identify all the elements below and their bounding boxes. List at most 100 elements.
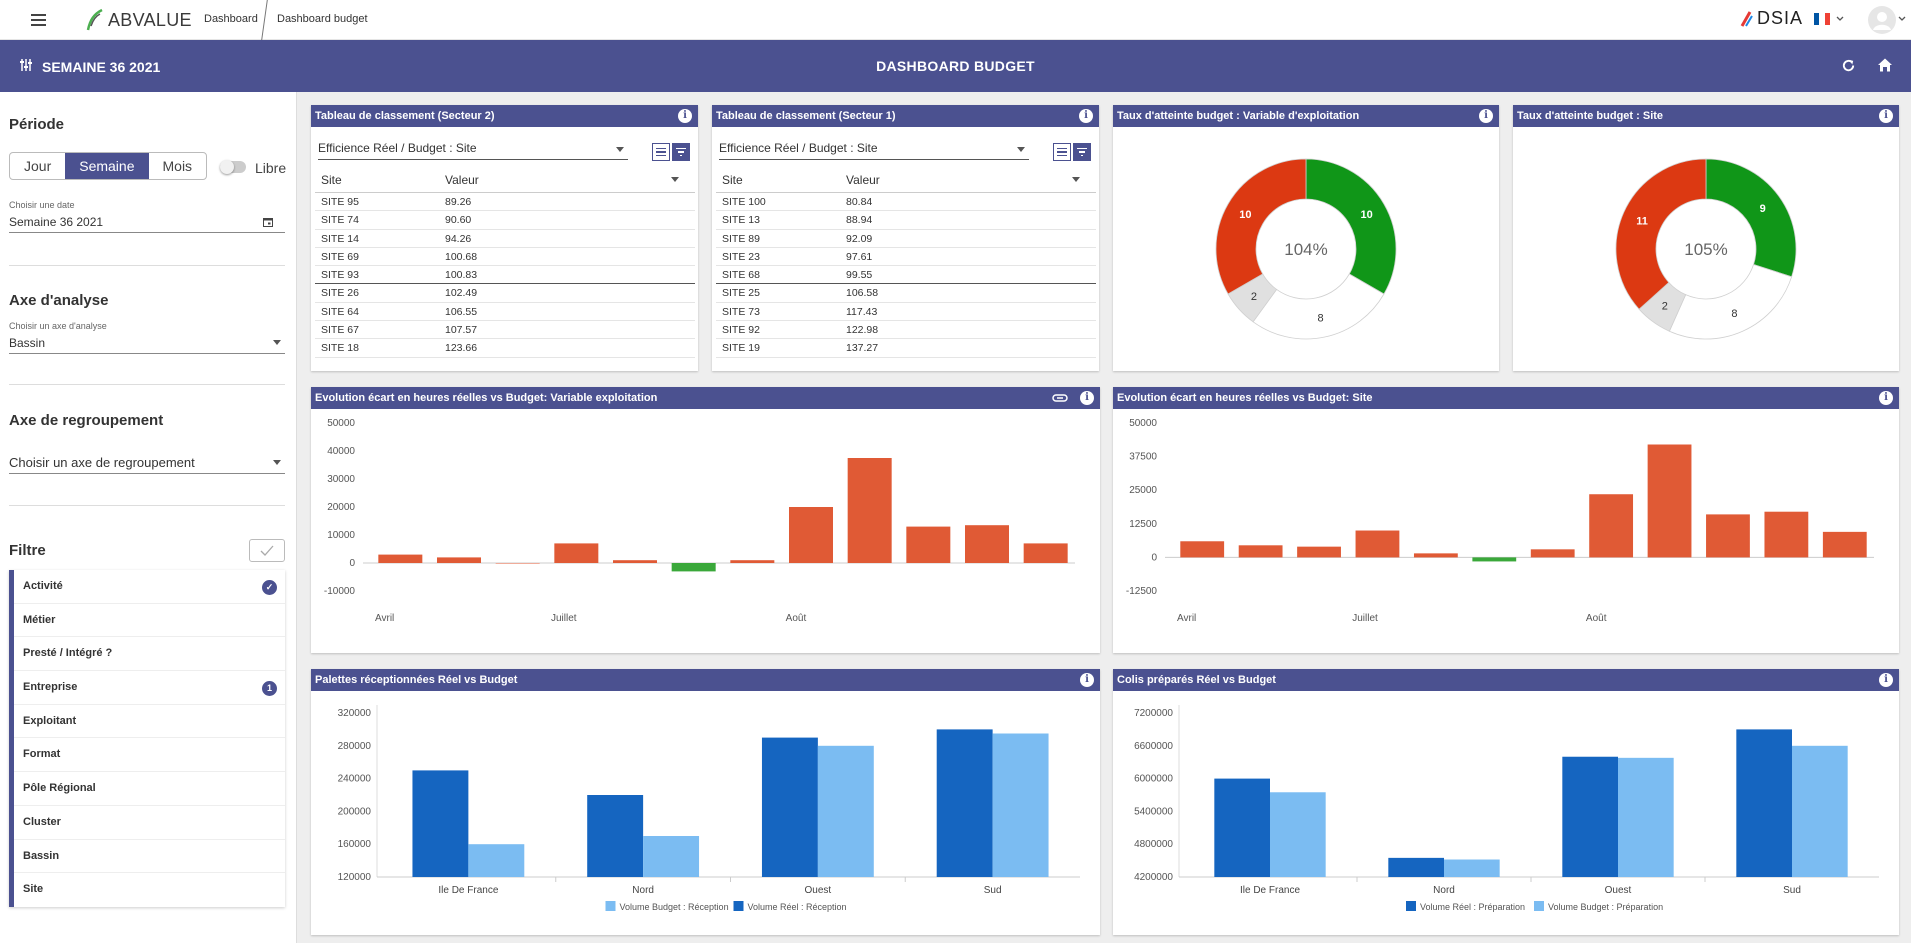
bar[interactable] — [761, 737, 818, 877]
column-header-valeur[interactable]: Valeur — [445, 173, 479, 187]
table-row[interactable]: SITE 100 80.84 — [716, 193, 1096, 212]
filter-item-bassin[interactable]: Bassin — [14, 840, 285, 874]
bar[interactable] — [554, 543, 599, 563]
info-icon[interactable]: i — [1479, 109, 1493, 123]
table-row[interactable]: SITE 26 102.49 — [315, 284, 695, 303]
filter-view-icon[interactable] — [1073, 143, 1091, 161]
link-icon[interactable] — [1052, 394, 1068, 402]
legend-label[interactable]: Volume Réel : Préparation — [1420, 902, 1525, 912]
breadcrumb-dashboard[interactable]: Dashboard — [204, 13, 258, 25]
legend-label[interactable]: Volume Budget : Préparation — [1548, 902, 1663, 912]
donut-slice[interactable] — [1705, 158, 1797, 278]
date-field[interactable]: Semaine 36 2021 — [9, 213, 285, 233]
bar[interactable] — [1647, 444, 1692, 558]
bar[interactable] — [1589, 494, 1634, 558]
bar[interactable] — [1023, 543, 1068, 563]
bar[interactable] — [378, 554, 423, 563]
bar[interactable] — [613, 560, 657, 563]
column-header-site[interactable]: Site — [321, 173, 342, 187]
language-flag-icon[interactable] — [1814, 13, 1830, 25]
bar[interactable] — [1822, 531, 1867, 558]
bar[interactable] — [437, 557, 481, 563]
bar[interactable] — [1270, 792, 1326, 877]
bar[interactable] — [817, 745, 874, 877]
bar[interactable] — [965, 525, 1009, 563]
table-row[interactable]: SITE 14 94.26 — [315, 230, 695, 248]
table-row[interactable]: SITE 73 117.43 — [716, 303, 1096, 322]
bar[interactable] — [1706, 514, 1750, 558]
table-row[interactable]: SITE 23 97.61 — [716, 248, 1096, 267]
sort-chevron-icon[interactable] — [1072, 177, 1080, 182]
table-row[interactable]: SITE 19 137.27 — [716, 339, 1096, 358]
bar[interactable] — [1618, 757, 1674, 877]
list-view-icon[interactable] — [652, 143, 670, 161]
legend-label[interactable]: Volume Réel : Réception — [748, 902, 847, 912]
menu-icon[interactable] — [28, 9, 50, 31]
filter-item-metier[interactable]: Métier — [14, 604, 285, 638]
libre-switch[interactable] — [220, 160, 246, 174]
info-icon[interactable]: i — [678, 109, 692, 123]
table-row[interactable]: SITE 95 89.26 — [315, 193, 695, 212]
table-row[interactable]: SITE 64 106.55 — [315, 303, 695, 322]
user-chevron-down-icon[interactable] — [1898, 16, 1906, 22]
donut-slice[interactable] — [1668, 263, 1793, 340]
filter-item-cluster[interactable]: Cluster — [14, 806, 285, 840]
metric-select[interactable]: Efficience Réel / Budget : Site — [318, 141, 628, 160]
filter-item-entreprise[interactable]: Entreprise 1 — [14, 671, 285, 705]
period-option-jour[interactable]: Jour — [24, 158, 52, 174]
table-row[interactable]: SITE 25 106.58 — [716, 284, 1096, 303]
filter-item-format[interactable]: Format — [14, 738, 285, 773]
table-row[interactable]: SITE 13 88.94 — [716, 211, 1096, 230]
donut-slice[interactable] — [1215, 158, 1307, 295]
metric-select[interactable]: Efficience Réel / Budget : Site — [719, 141, 1029, 160]
bar[interactable] — [1238, 545, 1283, 558]
bar[interactable] — [587, 795, 644, 877]
bar[interactable] — [1180, 541, 1225, 558]
app-logo[interactable]: ABVALUE — [84, 8, 192, 32]
table-row[interactable]: SITE 69 100.68 — [315, 248, 695, 267]
column-header-site[interactable]: Site — [722, 173, 743, 187]
table-row[interactable]: SITE 67 107.57 — [315, 321, 695, 340]
filter-view-icon[interactable] — [672, 143, 690, 161]
bar[interactable] — [1444, 859, 1500, 877]
bar[interactable] — [1388, 857, 1444, 877]
sort-chevron-icon[interactable] — [671, 177, 679, 182]
bar[interactable] — [1413, 553, 1458, 558]
table-row[interactable]: SITE 93 100.83 — [315, 266, 695, 285]
filter-item-site[interactable]: Site — [14, 873, 285, 907]
bar[interactable] — [671, 563, 716, 572]
home-icon[interactable] — [1877, 57, 1893, 73]
bar[interactable] — [847, 458, 892, 563]
table-row[interactable]: SITE 89 92.09 — [716, 230, 1096, 248]
bar[interactable] — [495, 563, 540, 564]
axe-analyse-select[interactable]: Bassin — [9, 334, 285, 354]
sliders-icon[interactable] — [19, 58, 33, 72]
list-view-icon[interactable] — [1053, 143, 1071, 161]
info-icon[interactable]: i — [1080, 391, 1094, 405]
filter-item-pole-regional[interactable]: Pôle Régional — [14, 772, 285, 806]
donut-slice[interactable] — [1252, 273, 1385, 340]
refresh-icon[interactable] — [1841, 58, 1856, 73]
bar[interactable] — [1736, 729, 1792, 877]
bar[interactable] — [1355, 530, 1400, 558]
info-icon[interactable]: i — [1879, 109, 1893, 123]
bar[interactable] — [1472, 557, 1517, 562]
bar[interactable] — [1792, 745, 1848, 877]
table-row[interactable]: SITE 68 99.55 — [716, 266, 1096, 285]
legend-label[interactable]: Volume Budget : Réception — [620, 902, 729, 912]
table-row[interactable]: SITE 18 123.66 — [315, 339, 695, 358]
donut-slice[interactable] — [1615, 158, 1707, 310]
bar[interactable] — [468, 844, 525, 877]
bar[interactable] — [643, 836, 700, 877]
language-chevron-down-icon[interactable] — [1836, 16, 1844, 22]
filter-item-activite[interactable]: Activité ✓ — [14, 570, 285, 604]
breadcrumb-dashboard-budget[interactable]: Dashboard budget — [277, 13, 368, 25]
info-icon[interactable]: i — [1879, 673, 1893, 687]
donut-slice[interactable] — [1305, 158, 1397, 295]
calendar-icon[interactable] — [263, 217, 273, 227]
bar[interactable] — [1297, 546, 1341, 558]
bar[interactable] — [906, 526, 951, 563]
bar[interactable] — [789, 507, 833, 563]
filter-item-preste-integre[interactable]: Presté / Intégré ? — [14, 637, 285, 672]
bar[interactable] — [936, 729, 993, 877]
